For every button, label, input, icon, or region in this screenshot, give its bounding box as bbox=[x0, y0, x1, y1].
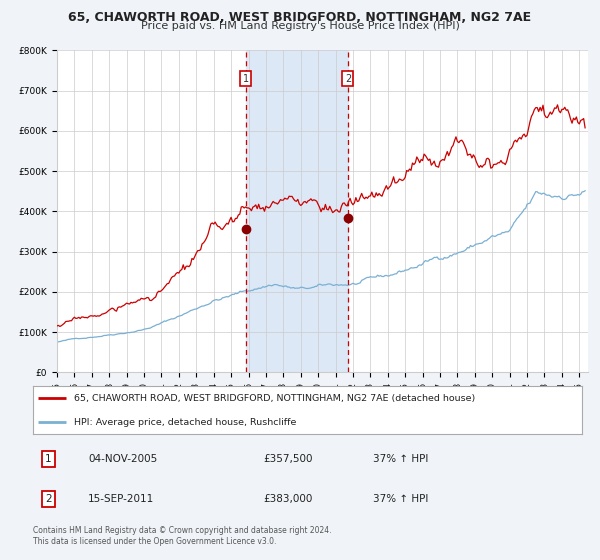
Text: HPI: Average price, detached house, Rushcliffe: HPI: Average price, detached house, Rush… bbox=[74, 418, 296, 427]
Text: 2: 2 bbox=[45, 494, 52, 504]
Text: 37% ↑ HPI: 37% ↑ HPI bbox=[373, 454, 429, 464]
Text: Price paid vs. HM Land Registry's House Price Index (HPI): Price paid vs. HM Land Registry's House … bbox=[140, 21, 460, 31]
Bar bbox=[246, 50, 348, 372]
Text: Contains HM Land Registry data © Crown copyright and database right 2024.
This d: Contains HM Land Registry data © Crown c… bbox=[33, 526, 331, 546]
Text: 37% ↑ HPI: 37% ↑ HPI bbox=[373, 494, 429, 504]
Text: 1: 1 bbox=[242, 73, 249, 83]
Text: 65, CHAWORTH ROAD, WEST BRIDGFORD, NOTTINGHAM, NG2 7AE: 65, CHAWORTH ROAD, WEST BRIDGFORD, NOTTI… bbox=[68, 11, 532, 24]
Text: 04-NOV-2005: 04-NOV-2005 bbox=[88, 454, 157, 464]
Text: 2: 2 bbox=[345, 73, 351, 83]
Text: £357,500: £357,500 bbox=[263, 454, 313, 464]
Text: 1: 1 bbox=[45, 454, 52, 464]
Text: 15-SEP-2011: 15-SEP-2011 bbox=[88, 494, 154, 504]
Text: £383,000: £383,000 bbox=[263, 494, 313, 504]
Text: 65, CHAWORTH ROAD, WEST BRIDGFORD, NOTTINGHAM, NG2 7AE (detached house): 65, CHAWORTH ROAD, WEST BRIDGFORD, NOTTI… bbox=[74, 394, 475, 403]
